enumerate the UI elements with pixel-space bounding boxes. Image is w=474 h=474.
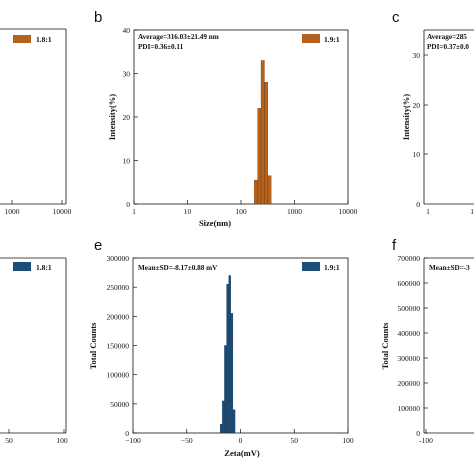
panel-c-y-label: Intensity(%) xyxy=(401,94,411,140)
panel-b-y-tick-label: 30 xyxy=(123,70,131,79)
panel-b-legend-label: 1.9:1 xyxy=(324,35,340,44)
panel-f-y-tick-label: 0 xyxy=(416,429,420,438)
panel-e-y-label: Total Counts xyxy=(88,322,98,369)
panel-e-bar xyxy=(228,275,231,434)
panel-e-legend-label: 1.9:1 xyxy=(324,263,340,272)
panel-b-y-axis: 0 10 20 30 40 xyxy=(123,26,138,209)
panel-c-y-tick-label: 30 xyxy=(413,51,421,60)
panel-b-frame xyxy=(133,29,349,205)
panel-e-y-tick-label: 150000 xyxy=(107,342,130,351)
panel-b-bar xyxy=(254,179,258,205)
panel-a-legend-label: 1.8:1 xyxy=(36,35,52,44)
panel-c-pdi: PDI=0.37±0.0 xyxy=(427,43,469,51)
panel-c-letter: c xyxy=(392,9,400,26)
panel-e-legend-swatch xyxy=(302,262,320,271)
panel-b-legend-swatch xyxy=(302,34,320,43)
panel-e-x-axis: −100 −50 0 50 100 xyxy=(125,429,354,445)
panel-b-x-tick-label: 1000 xyxy=(287,207,302,216)
panel-a-x-tick-label: 10000 xyxy=(53,207,72,216)
panel-e-y-tick-label: 100000 xyxy=(107,371,130,380)
panel-e-bar xyxy=(219,424,223,434)
panel-f-y-tick-label: 200000 xyxy=(398,379,421,388)
panel-b-average: Average=316.03±21.49 nm xyxy=(138,33,219,41)
panel-b-bar xyxy=(257,108,262,205)
panel-f-letter: f xyxy=(392,237,397,254)
panel-b-x-tick-label: 10000 xyxy=(339,207,358,216)
panel-c-y-tick-label: 10 xyxy=(413,150,421,159)
panel-b-x-tick-label: 1 xyxy=(132,207,136,216)
panel-b-x-axis: 1 10 100 1000 10000 xyxy=(132,200,358,216)
panel-e-x-tick-label: 0 xyxy=(239,436,243,445)
panel-f-y-tick-label: 600000 xyxy=(398,279,421,288)
panel-f-y-tick-label: 400000 xyxy=(398,329,421,338)
panel-d-legend-label: 1.8:1 xyxy=(36,263,52,272)
panel-f-y-tick-label: 300000 xyxy=(398,354,421,363)
panel-c-average: Average=285 xyxy=(427,33,467,41)
panel-f-y-ticks: 0 100000 200000 300000 400000 500000 600000 700… xyxy=(398,254,428,438)
panel-b-pdi: PDI=0.36±0.11 xyxy=(138,43,184,51)
panel-e-bars xyxy=(219,275,236,434)
panel-d-x-tick-label: 100 xyxy=(56,436,68,445)
panel-d-legend-swatch xyxy=(13,262,31,271)
panel-e-bar xyxy=(230,313,234,434)
panel-e-x-tick-label: 50 xyxy=(291,436,299,445)
panel-e-y-tick-label: 200000 xyxy=(107,312,130,321)
panel-c-y-ticks: 30 20 10 0 xyxy=(413,51,428,209)
panel-f: f 0 100000 200000 300000 400000 500000 600000 7… xyxy=(380,237,474,445)
panel-e-x-tick-label: 100 xyxy=(342,436,354,445)
panel-b-x-tick-label: 10 xyxy=(184,207,192,216)
panel-f-y-label: Total Counts xyxy=(380,322,390,369)
panel-b-bar xyxy=(267,175,272,205)
panel-a: 1000 10000 1.8:1 xyxy=(0,28,72,216)
panel-d: 50 100 1.8:1 xyxy=(0,257,68,445)
panel-b-bar xyxy=(260,60,265,205)
panel-e-letter: e xyxy=(94,237,102,254)
panel-b-bars xyxy=(254,60,272,205)
panel-e-bar xyxy=(224,345,227,434)
panel-b-y-tick-label: 40 xyxy=(123,26,131,35)
panel-e-x-tick-label: −50 xyxy=(181,436,193,445)
panel-b-y-label: Intensity(%) xyxy=(107,94,117,140)
panel-b-y-tick-label: 20 xyxy=(123,113,131,122)
panel-e-bar xyxy=(232,409,236,434)
panel-e-y-axis: 0 50000 100000 150000 200000 250000 300000 xyxy=(107,254,137,438)
panel-b-letter: b xyxy=(94,9,102,26)
panel-e-bar xyxy=(222,400,225,434)
panel-d-x-tick-label: 50 xyxy=(5,436,13,445)
panel-b-y-tick-label: 0 xyxy=(126,200,130,209)
panel-e-mean-sd: Mean±SD=-8.17±0.88 mV xyxy=(138,264,218,272)
panel-e-frame xyxy=(132,257,349,434)
panel-f-y-tick-label: 700000 xyxy=(398,254,421,263)
panel-c: c 30 20 10 0 1 10 Intensity(%) Average=2… xyxy=(392,9,474,216)
panel-a-legend-swatch xyxy=(13,35,31,43)
panel-c-y-tick-label: 20 xyxy=(413,101,421,110)
panel-e-x-tick-label: −100 xyxy=(125,436,141,445)
panel-e-y-tick-label: 0 xyxy=(125,429,129,438)
panel-a-x-tick-label: 1000 xyxy=(5,207,20,216)
panel-e-x-label: Zeta(mV) xyxy=(224,448,260,458)
panel-b-x-label: Size(nm) xyxy=(199,218,231,228)
panel-e-y-tick-label: 250000 xyxy=(107,283,130,292)
panel-b-x-tick-label: 100 xyxy=(235,207,247,216)
panel-c-y-tick-label: 0 xyxy=(416,200,420,209)
panel-e-y-tick-label: 300000 xyxy=(107,254,130,263)
panel-e: e 0 50000 100000 150000 200000 250000 300000 −… xyxy=(88,237,354,458)
panel-c-x-tick-label: 1 xyxy=(426,207,430,216)
panel-f-x-tick-label: -100 xyxy=(419,436,433,445)
panel-b-y-tick-label: 10 xyxy=(123,157,131,166)
panel-e-bar xyxy=(226,284,229,434)
panel-b: b 0 10 20 30 40 1 10 100 1000 10000 Size(nm) Int… xyxy=(94,9,358,228)
panel-e-y-tick-label: 50000 xyxy=(110,400,129,409)
panel-c-x-tick-label: 10 xyxy=(470,207,474,216)
panel-f-mean-sd: Mean±SD=-3 xyxy=(429,264,470,272)
panel-f-y-tick-label: 100000 xyxy=(398,404,421,413)
panel-f-y-tick-label: 500000 xyxy=(398,304,421,313)
panel-b-bar xyxy=(264,82,268,205)
